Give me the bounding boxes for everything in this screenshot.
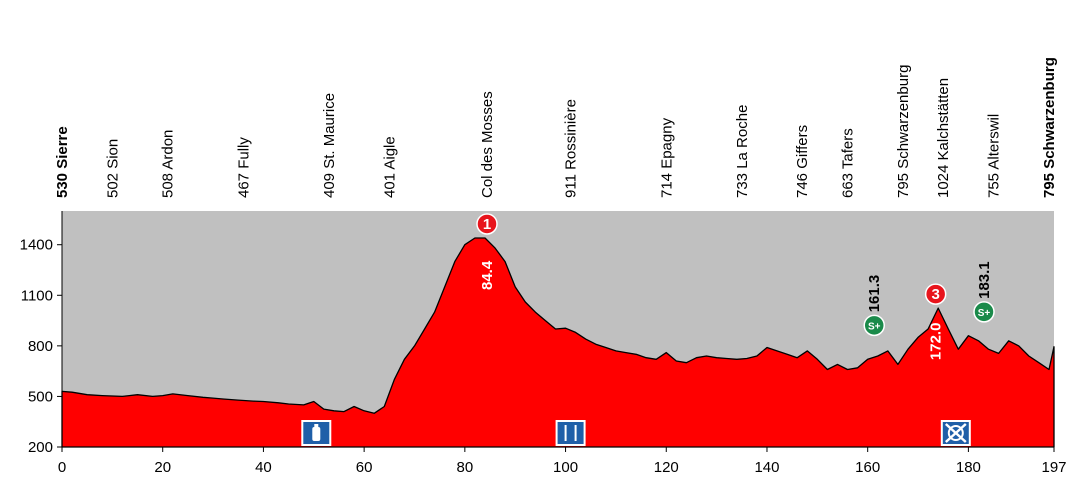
y-tick-label: 800	[28, 338, 53, 355]
climb-category-icon	[476, 213, 498, 235]
sprint-category-label: S+	[978, 308, 991, 319]
bottle-body-shape	[312, 427, 321, 441]
waypoint-label: 795 Schwarzenburg	[1041, 57, 1058, 198]
x-tick-label: 60	[356, 459, 373, 476]
waypoint-label: 502 Sion	[104, 139, 121, 198]
x-tick-label: 160	[855, 459, 880, 476]
x-tick-label: 0	[58, 459, 66, 476]
waypoint-label: 714 Epagny	[658, 117, 675, 198]
sprint-icon	[863, 314, 885, 337]
waypoint-label: 746 Giffers	[794, 125, 811, 198]
waypoint-label: 409 St. Maurice	[321, 93, 338, 198]
climb-km-label: 84.4	[479, 260, 496, 290]
sprint-icon	[973, 301, 995, 323]
waypoint-label: 733 La Roche	[734, 105, 751, 198]
sprint-km-label: 183.1	[976, 261, 993, 299]
service-icons-layer	[301, 420, 971, 446]
x-tick-label: 100	[553, 459, 578, 476]
y-tick-label: 1100	[21, 287, 53, 304]
x-tick-label: 40	[255, 459, 272, 476]
profile-area-layer	[61, 237, 1055, 448]
waypoint-label: Col des Mosses	[479, 91, 496, 198]
waypoint-label: 911 Rossinière	[563, 99, 580, 198]
x-tick-label: 180	[956, 459, 981, 476]
waypoint-label: 795 Schwarzenburg	[895, 65, 912, 198]
elevation-area	[61, 237, 1055, 448]
waypoint-label: 508 Ardon	[160, 130, 177, 198]
y-tick-label: 1400	[20, 237, 53, 254]
feed-zone-icon	[555, 420, 586, 446]
waypoint-label: 401 Aigle	[381, 136, 398, 198]
sprint-category-label: S+	[868, 321, 881, 332]
climb-km-label: 172.0	[928, 323, 945, 361]
waypoint-label: 530 Sierre	[54, 126, 71, 198]
waypoint-label: 663 Tafers	[840, 128, 857, 198]
plate-shape	[947, 425, 964, 441]
x-tick-label: 80	[456, 459, 473, 476]
y-tick-label: 200	[28, 439, 53, 456]
water-bottle-icon	[301, 420, 332, 446]
x-tick-label: 197	[1041, 459, 1066, 476]
x-tick-label: 120	[654, 459, 679, 476]
waypoint-label: 1024 Kalchstätten	[935, 78, 952, 198]
waypoint-label: 467 Fully	[235, 137, 252, 198]
service-icon-background	[555, 420, 586, 446]
x-tick-label: 140	[754, 459, 779, 476]
annotation-layer: 1 84.4 S+ 161.3 3 172.0 S+ 183.1	[476, 213, 995, 361]
bottle-cap-shape	[314, 424, 319, 428]
climb-category-icon	[924, 283, 947, 305]
y-tick-label: 500	[28, 388, 53, 405]
sprint-km-label: 161.3	[866, 275, 883, 313]
x-tick-label: 20	[154, 459, 171, 476]
no-feed-zone-icon	[940, 420, 971, 446]
waypoint-labels: 530 Sierre 502 Sion 508 Ardon 467 Fully 409 …	[54, 57, 1058, 198]
waypoint-label: 755 Alterswil	[986, 114, 1003, 198]
climb-category-label: 3	[931, 286, 939, 303]
cross-line-shape	[944, 423, 967, 443]
climb-category-label: 1	[483, 216, 491, 233]
